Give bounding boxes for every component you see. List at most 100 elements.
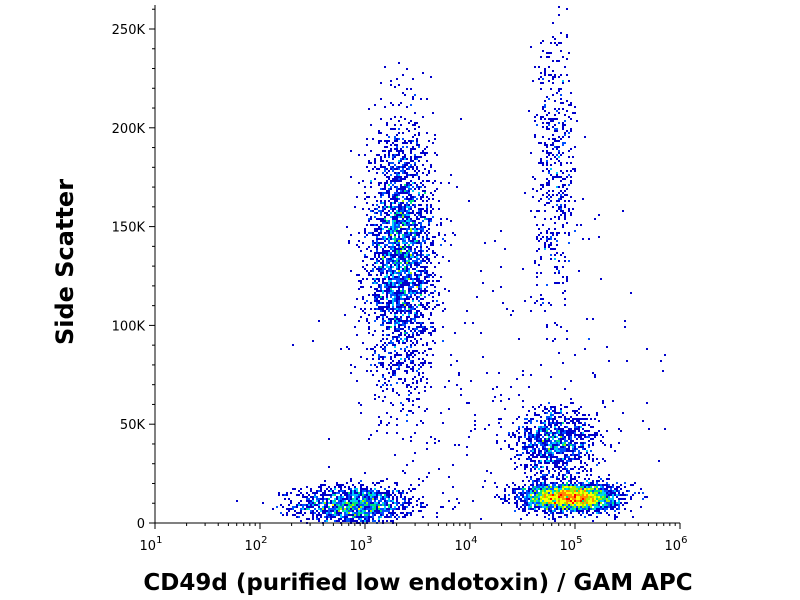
event-dot	[410, 368, 412, 370]
event-dot	[520, 498, 522, 500]
event-dot	[356, 380, 358, 382]
event-dot	[340, 500, 342, 502]
event-dot	[540, 434, 542, 436]
event-dot	[402, 322, 404, 324]
event-dot	[532, 188, 534, 190]
event-dot	[380, 346, 382, 348]
event-dot	[296, 504, 298, 506]
event-dot	[568, 492, 570, 494]
event-dot	[562, 266, 564, 268]
event-dot	[418, 236, 420, 238]
event-dot	[384, 232, 386, 234]
event-dot	[560, 102, 562, 104]
event-dot	[396, 300, 398, 302]
event-dot	[312, 504, 314, 506]
event-dot	[536, 484, 538, 486]
event-dot	[380, 480, 382, 482]
event-dot	[400, 364, 402, 366]
event-dot	[564, 430, 566, 432]
event-dot	[432, 308, 434, 310]
event-dot	[302, 504, 304, 506]
event-dot	[596, 486, 598, 488]
event-dot	[420, 216, 422, 218]
event-dot	[410, 232, 412, 234]
event-dot	[532, 480, 534, 482]
event-dot	[572, 208, 574, 210]
event-dot	[406, 318, 408, 320]
event-dot	[408, 310, 410, 312]
event-dot	[408, 270, 410, 272]
event-dot	[424, 410, 426, 412]
event-dot	[388, 328, 390, 330]
event-dot	[312, 500, 314, 502]
event-dot	[504, 494, 506, 496]
event-dot	[386, 500, 388, 502]
event-dot	[398, 354, 400, 356]
event-dot	[360, 250, 362, 252]
event-dot	[378, 286, 380, 288]
event-dot	[344, 512, 346, 514]
event-dot	[608, 494, 610, 496]
event-dot	[374, 484, 376, 486]
event-dot	[552, 82, 554, 84]
event-dot	[378, 358, 380, 360]
event-dot	[402, 206, 404, 208]
event-dot	[556, 44, 558, 46]
event-dot	[398, 340, 400, 342]
event-dot	[546, 122, 548, 124]
event-dot	[432, 198, 434, 200]
event-dot	[456, 498, 458, 500]
event-dot	[394, 294, 396, 296]
event-dot	[548, 448, 550, 450]
event-dot	[342, 520, 344, 522]
event-dot	[438, 440, 440, 442]
event-dot	[572, 496, 574, 498]
event-dot	[366, 138, 368, 140]
event-dot	[458, 374, 460, 376]
event-dot	[374, 398, 376, 400]
event-dot	[474, 420, 476, 422]
event-dot	[420, 322, 422, 324]
event-dot	[544, 448, 546, 450]
event-dot	[396, 330, 398, 332]
event-dot	[512, 434, 514, 436]
event-dot	[352, 492, 354, 494]
event-dot	[364, 472, 366, 474]
event-dot	[548, 444, 550, 446]
event-dot	[358, 240, 360, 242]
event-dot	[386, 124, 388, 126]
event-dot	[358, 512, 360, 514]
event-dot	[380, 242, 382, 244]
event-dot	[348, 514, 350, 516]
event-dot	[336, 492, 338, 494]
event-dot	[410, 312, 412, 314]
event-dot	[522, 490, 524, 492]
event-dot	[320, 516, 322, 518]
event-dot	[620, 498, 622, 500]
event-dot	[386, 308, 388, 310]
event-dot	[530, 458, 532, 460]
event-dot	[362, 496, 364, 498]
event-dot	[412, 186, 414, 188]
event-dot	[392, 282, 394, 284]
event-dot	[358, 182, 360, 184]
event-dot	[540, 272, 542, 274]
event-dot	[518, 454, 520, 456]
event-dot	[418, 212, 420, 214]
event-dot	[400, 290, 402, 292]
event-dot	[552, 456, 554, 458]
event-dot	[434, 170, 436, 172]
event-dot	[538, 468, 540, 470]
event-dot	[618, 504, 620, 506]
event-dot	[576, 454, 578, 456]
event-dot	[574, 426, 576, 428]
event-dot	[352, 516, 354, 518]
event-dot	[376, 498, 378, 500]
event-dot	[546, 462, 548, 464]
event-dot	[552, 148, 554, 150]
event-dot	[546, 486, 548, 488]
event-dot	[418, 316, 420, 318]
event-dot	[596, 502, 598, 504]
event-dot	[538, 142, 540, 144]
event-dot	[556, 512, 558, 514]
